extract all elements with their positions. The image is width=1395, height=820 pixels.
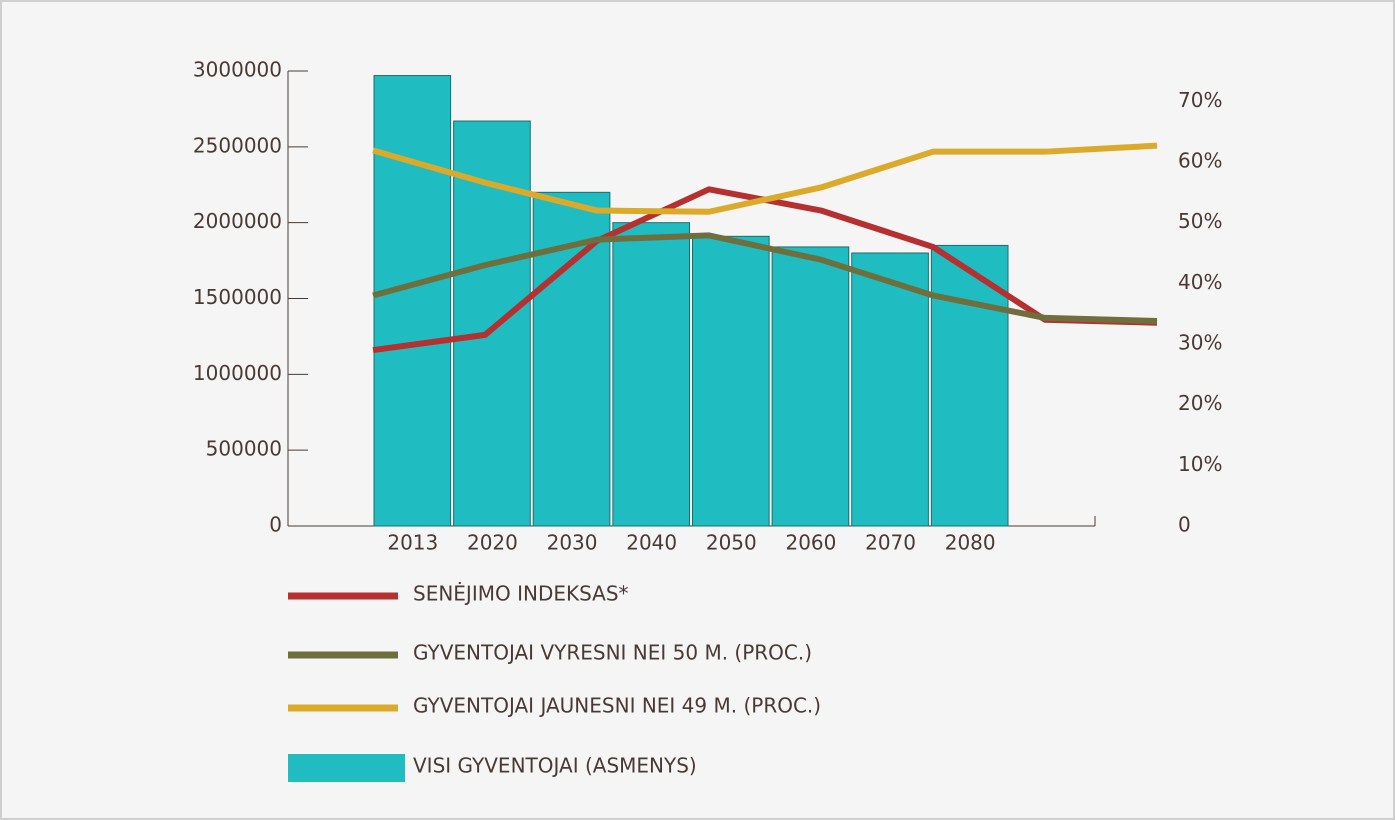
- x-tick-label: 2030: [547, 531, 598, 555]
- line: [372, 232, 1158, 324]
- bar: [373, 75, 452, 527]
- bar: [612, 222, 690, 527]
- y2-tick-label: 20%: [1178, 391, 1222, 415]
- legend-label: VISI GYVENTOJAI (ASMENYS): [413, 754, 697, 778]
- y-tick-label: 500000: [206, 437, 282, 461]
- bar: [771, 246, 850, 527]
- y2-tick-label: 30%: [1178, 331, 1222, 355]
- x-tick-label: 2070: [865, 531, 916, 555]
- y-tick-label: 2000000: [193, 209, 282, 233]
- y2-tick-label: 40%: [1178, 270, 1222, 294]
- bar: [692, 235, 770, 527]
- bar: [851, 252, 929, 527]
- bar: [930, 244, 1009, 527]
- line: [372, 142, 1158, 215]
- x-tick-label: 2020: [467, 531, 518, 555]
- y2-tick-label: 50%: [1178, 209, 1222, 233]
- x-tick-label: 2013: [387, 531, 438, 555]
- y-tick-label: 3000000: [193, 58, 282, 82]
- y-tick-label: 2500000: [193, 133, 282, 157]
- y2-tick-label: 60%: [1178, 149, 1222, 173]
- y-tick-label: 1000000: [193, 361, 282, 385]
- x-tick-label: 2080: [945, 531, 996, 555]
- x-tick-label: 2050: [706, 531, 757, 555]
- legend-label: GYVENTOJAI JAUNESNI NEI 49 M. (PROC.): [413, 694, 821, 718]
- legend-label: GYVENTOJAI VYRESNI NEI 50 M. (PROC.): [413, 641, 812, 665]
- y2-tick-label: 0: [1178, 513, 1191, 537]
- x-tick-label: 2060: [785, 531, 836, 555]
- legend-swatch: [288, 754, 405, 782]
- x-tick-label: 2040: [626, 531, 677, 555]
- y2-tick-label: 70%: [1178, 88, 1222, 112]
- y-tick-label: 1500000: [193, 285, 282, 309]
- bar: [532, 191, 611, 527]
- legend-label: SENĖJIMO INDEKSAS*: [413, 582, 629, 606]
- y2-tick-label: 10%: [1178, 452, 1222, 476]
- y-tick-label: 0: [269, 513, 282, 537]
